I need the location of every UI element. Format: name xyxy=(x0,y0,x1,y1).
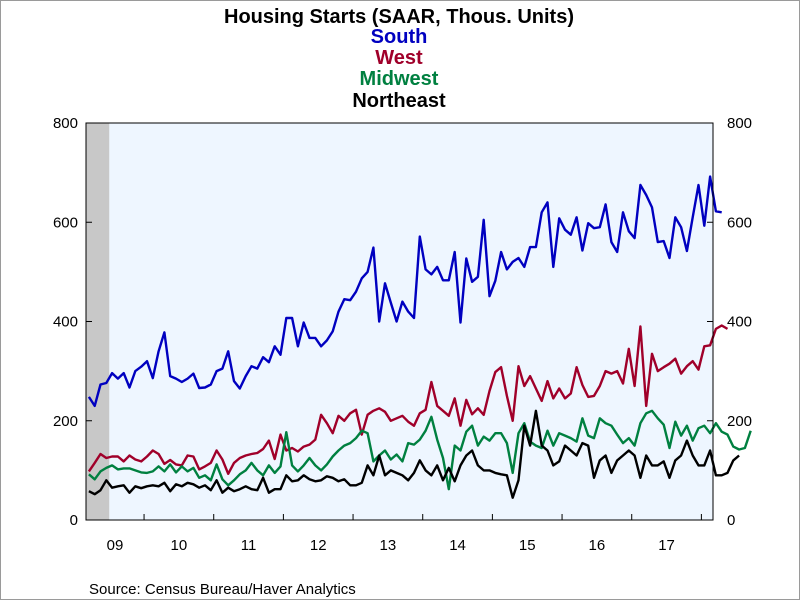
x-tick-label: 14 xyxy=(449,537,466,554)
series-line-northeast xyxy=(88,409,740,499)
y-tick-label-left: 0 xyxy=(70,512,78,529)
legend-west: West xyxy=(375,47,423,69)
x-tick-label: 12 xyxy=(310,537,327,554)
y-tick-label-left: 400 xyxy=(53,314,78,331)
y-tick-label-right: 0 xyxy=(727,512,735,529)
source-note: Source: Census Bureau/Haver Analytics xyxy=(89,581,356,598)
y-tick-label-left: 600 xyxy=(53,214,78,231)
legend-northeast: Northeast xyxy=(352,90,446,112)
plot-area xyxy=(85,122,714,521)
series-line-south xyxy=(87,175,722,408)
x-tick-label: 16 xyxy=(589,537,606,554)
series-line-midwest xyxy=(88,409,752,491)
y-tick-label-right: 800 xyxy=(727,115,752,132)
series-line-west xyxy=(87,324,729,475)
y-tick-label-left: 200 xyxy=(53,413,78,430)
chart-title: Housing Starts (SAAR, Thous. Units) xyxy=(224,6,574,28)
x-tick-label: 09 xyxy=(107,537,124,554)
x-tick-label: 17 xyxy=(658,537,675,554)
legend-south: South xyxy=(371,26,428,48)
x-tick-label: 11 xyxy=(241,537,257,554)
axis-layer: 0 0 200 200 400 400 600 600 800 800 09 10 11 12 13 14 15… xyxy=(53,115,752,554)
legend-midwest: Midwest xyxy=(360,68,439,90)
x-tick-label: 13 xyxy=(380,537,397,554)
x-tick-label: 15 xyxy=(519,537,536,554)
y-tick-label-right: 600 xyxy=(727,214,752,231)
series-layer xyxy=(87,175,752,499)
y-tick-label-right: 400 xyxy=(727,314,752,331)
y-tick-label-right: 200 xyxy=(727,413,752,430)
x-tick-label: 10 xyxy=(171,537,188,554)
y-tick-label-left: 800 xyxy=(53,115,78,132)
